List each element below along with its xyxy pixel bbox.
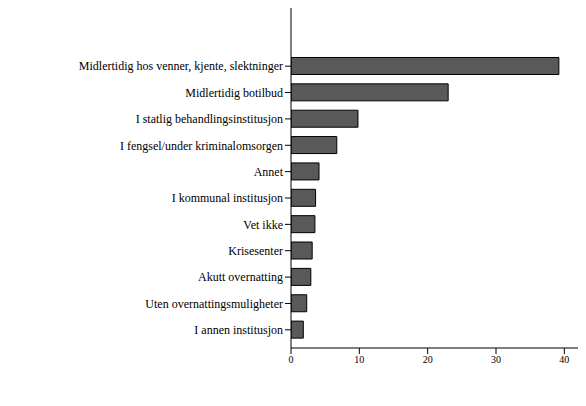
svg-text:Krisesenter: Krisesenter xyxy=(228,244,283,258)
svg-text:I annen institusjon: I annen institusjon xyxy=(194,323,283,337)
svg-text:30: 30 xyxy=(491,354,501,365)
svg-text:40: 40 xyxy=(559,354,569,365)
svg-text:20: 20 xyxy=(423,354,433,365)
svg-text:Akutt overnatting: Akutt overnatting xyxy=(198,270,283,284)
svg-text:I kommunal institusjon: I kommunal institusjon xyxy=(172,191,283,205)
svg-text:Annet: Annet xyxy=(254,165,284,179)
svg-text:Midlertidig hos venner, kjente: Midlertidig hos venner, kjente, slektnin… xyxy=(79,59,283,73)
svg-text:I statlig behandlingsinstitusj: I statlig behandlingsinstitusjon xyxy=(136,112,283,126)
svg-text:Vet ikke: Vet ikke xyxy=(243,218,283,232)
svg-text:Midlertidig botilbud: Midlertidig botilbud xyxy=(185,86,283,100)
svg-text:0: 0 xyxy=(289,354,294,365)
svg-text:I fengsel/under kriminalomsorg: I fengsel/under kriminalomsorgen xyxy=(120,139,283,153)
svg-text:Uten overnattingsmuligheter: Uten overnattingsmuligheter xyxy=(145,297,283,311)
svg-text:10: 10 xyxy=(354,354,364,365)
